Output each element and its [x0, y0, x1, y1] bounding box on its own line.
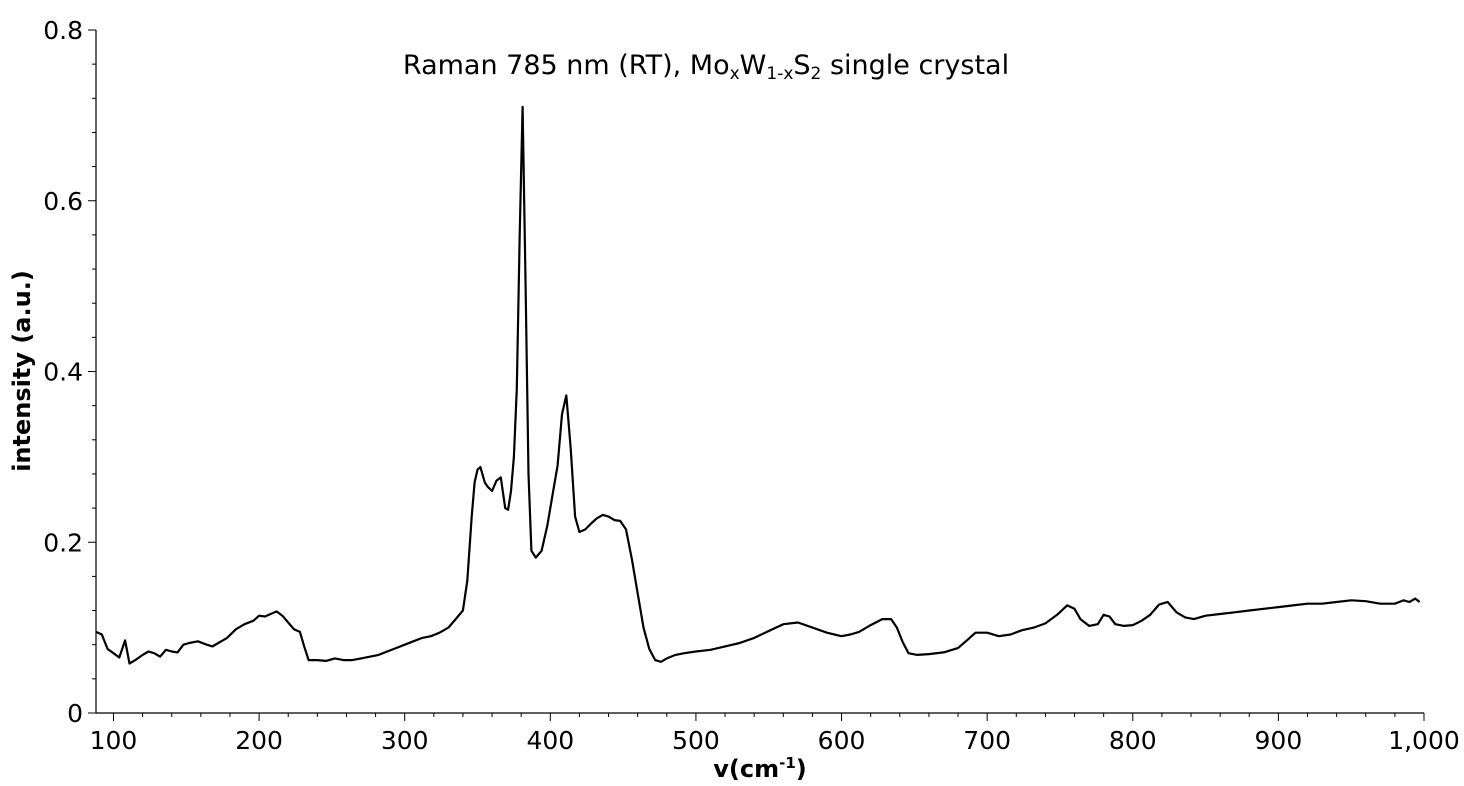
x-tick-label: 200 — [235, 726, 283, 755]
chart-title: Raman 785 nm (RT), MoxW1-xS2 single crys… — [403, 50, 1009, 84]
x-tick-label: 600 — [818, 726, 866, 755]
x-tick-label: 500 — [672, 726, 720, 755]
chart-title-s: S — [793, 50, 810, 81]
chart-title-sub-1-x: 1-x — [766, 64, 793, 84]
spectrum-line — [95, 105, 1421, 665]
chart-title-sub-x: x — [730, 64, 740, 84]
chart-title-sub-2: 2 — [811, 64, 822, 84]
x-tick-label: 800 — [1109, 726, 1157, 755]
x-axis-title: v(cm-1) — [713, 754, 807, 783]
y-axis-title: intensity (a.u.) — [8, 270, 36, 472]
x-axis-title-sup: -1 — [779, 754, 796, 772]
x-axis-title-end: ) — [796, 755, 807, 783]
chart-title-w: W — [740, 50, 767, 81]
y-tick-label: 0.6 — [43, 187, 83, 216]
x-tick-label: 1,000 — [1388, 726, 1460, 755]
x-tick-label: 300 — [381, 726, 429, 755]
y-tick-label: 0 — [67, 699, 83, 728]
x-tick-group: 100 200 300 400 500 600 700 800 900 1,000 — [90, 713, 1460, 755]
x-axis-title-main: v(cm — [713, 755, 779, 783]
x-tick-label: 900 — [1255, 726, 1303, 755]
x-tick-label: 100 — [90, 726, 138, 755]
x-tick-label: 700 — [963, 726, 1011, 755]
chart-title-prefix: Raman 785 nm (RT), Mo — [403, 50, 730, 81]
y-tick-label: 0.4 — [43, 358, 83, 387]
x-tick-label: 400 — [526, 726, 574, 755]
y-tick-label: 0.8 — [43, 16, 83, 45]
y-tick-group: 0 0.2 0.4 0.6 0.8 — [43, 16, 96, 728]
series-group — [95, 105, 1421, 665]
chart-title-suffix: single crystal — [821, 50, 1009, 81]
y-tick-label: 0.2 — [43, 528, 83, 557]
